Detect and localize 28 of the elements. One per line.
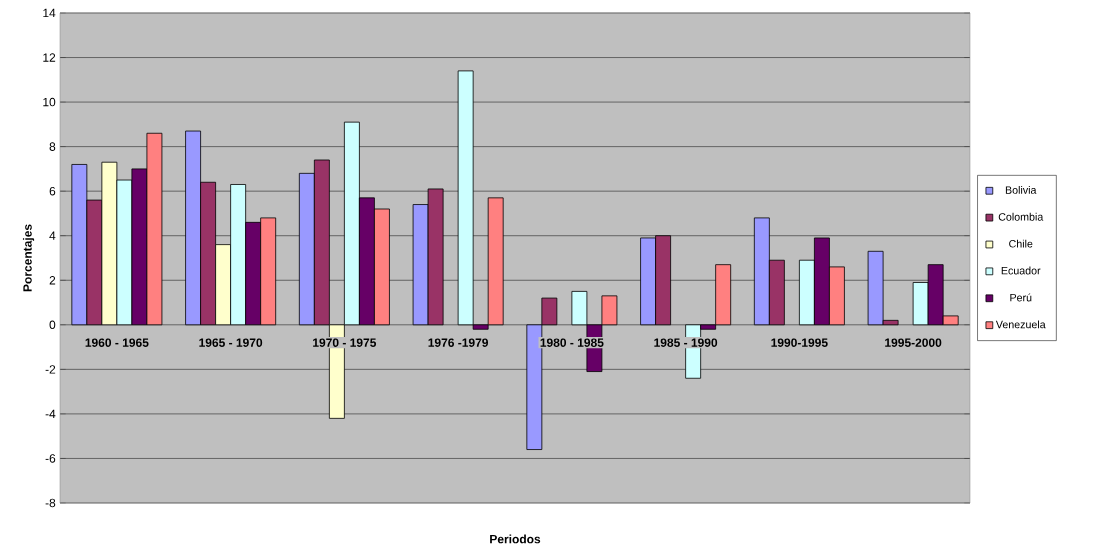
x-tick-label: 1976 -1979 <box>428 338 489 347</box>
x-tick-label: 1960 - 1965 <box>85 338 149 347</box>
y-tick-label: 12 <box>43 53 56 62</box>
x-axis-title: Periodos <box>490 534 541 544</box>
x-tick-label: 1995-2000 <box>885 338 942 347</box>
y-tick-label: -4 <box>45 409 56 419</box>
y-tick-label: 2 <box>49 276 56 285</box>
y-tick-label: 8 <box>49 142 56 151</box>
y-tick-label: 6 <box>49 186 56 196</box>
legend-label: Chile <box>1009 239 1033 248</box>
y-tick-label: -2 <box>45 365 56 374</box>
legend-label: Venezuela <box>995 320 1046 329</box>
x-tick-label: 1985 - 1990 <box>654 338 718 347</box>
y-tick-label: 14 <box>43 8 56 18</box>
y-axis-title: Porcentajes <box>22 224 35 292</box>
y-tick-label: -6 <box>45 454 56 463</box>
x-tick-label: 1965 - 1970 <box>199 338 263 347</box>
y-tick-label: 10 <box>43 97 56 107</box>
y-tick-label: 4 <box>49 231 56 240</box>
x-tick-label: 1990-1995 <box>771 338 828 347</box>
x-tick-label: 1970 - 1975 <box>313 338 377 347</box>
legend-label: Colombia <box>998 212 1044 221</box>
y-tick-label: -8 <box>45 498 56 508</box>
legend-label: Ecuador <box>1001 266 1041 275</box>
y-tick-label: 0 <box>49 320 56 330</box>
legend-label: Perú <box>1010 293 1032 302</box>
x-tick-label: 1980 - 1985 <box>540 338 604 347</box>
legend-label: Bolivia <box>1005 186 1037 194</box>
